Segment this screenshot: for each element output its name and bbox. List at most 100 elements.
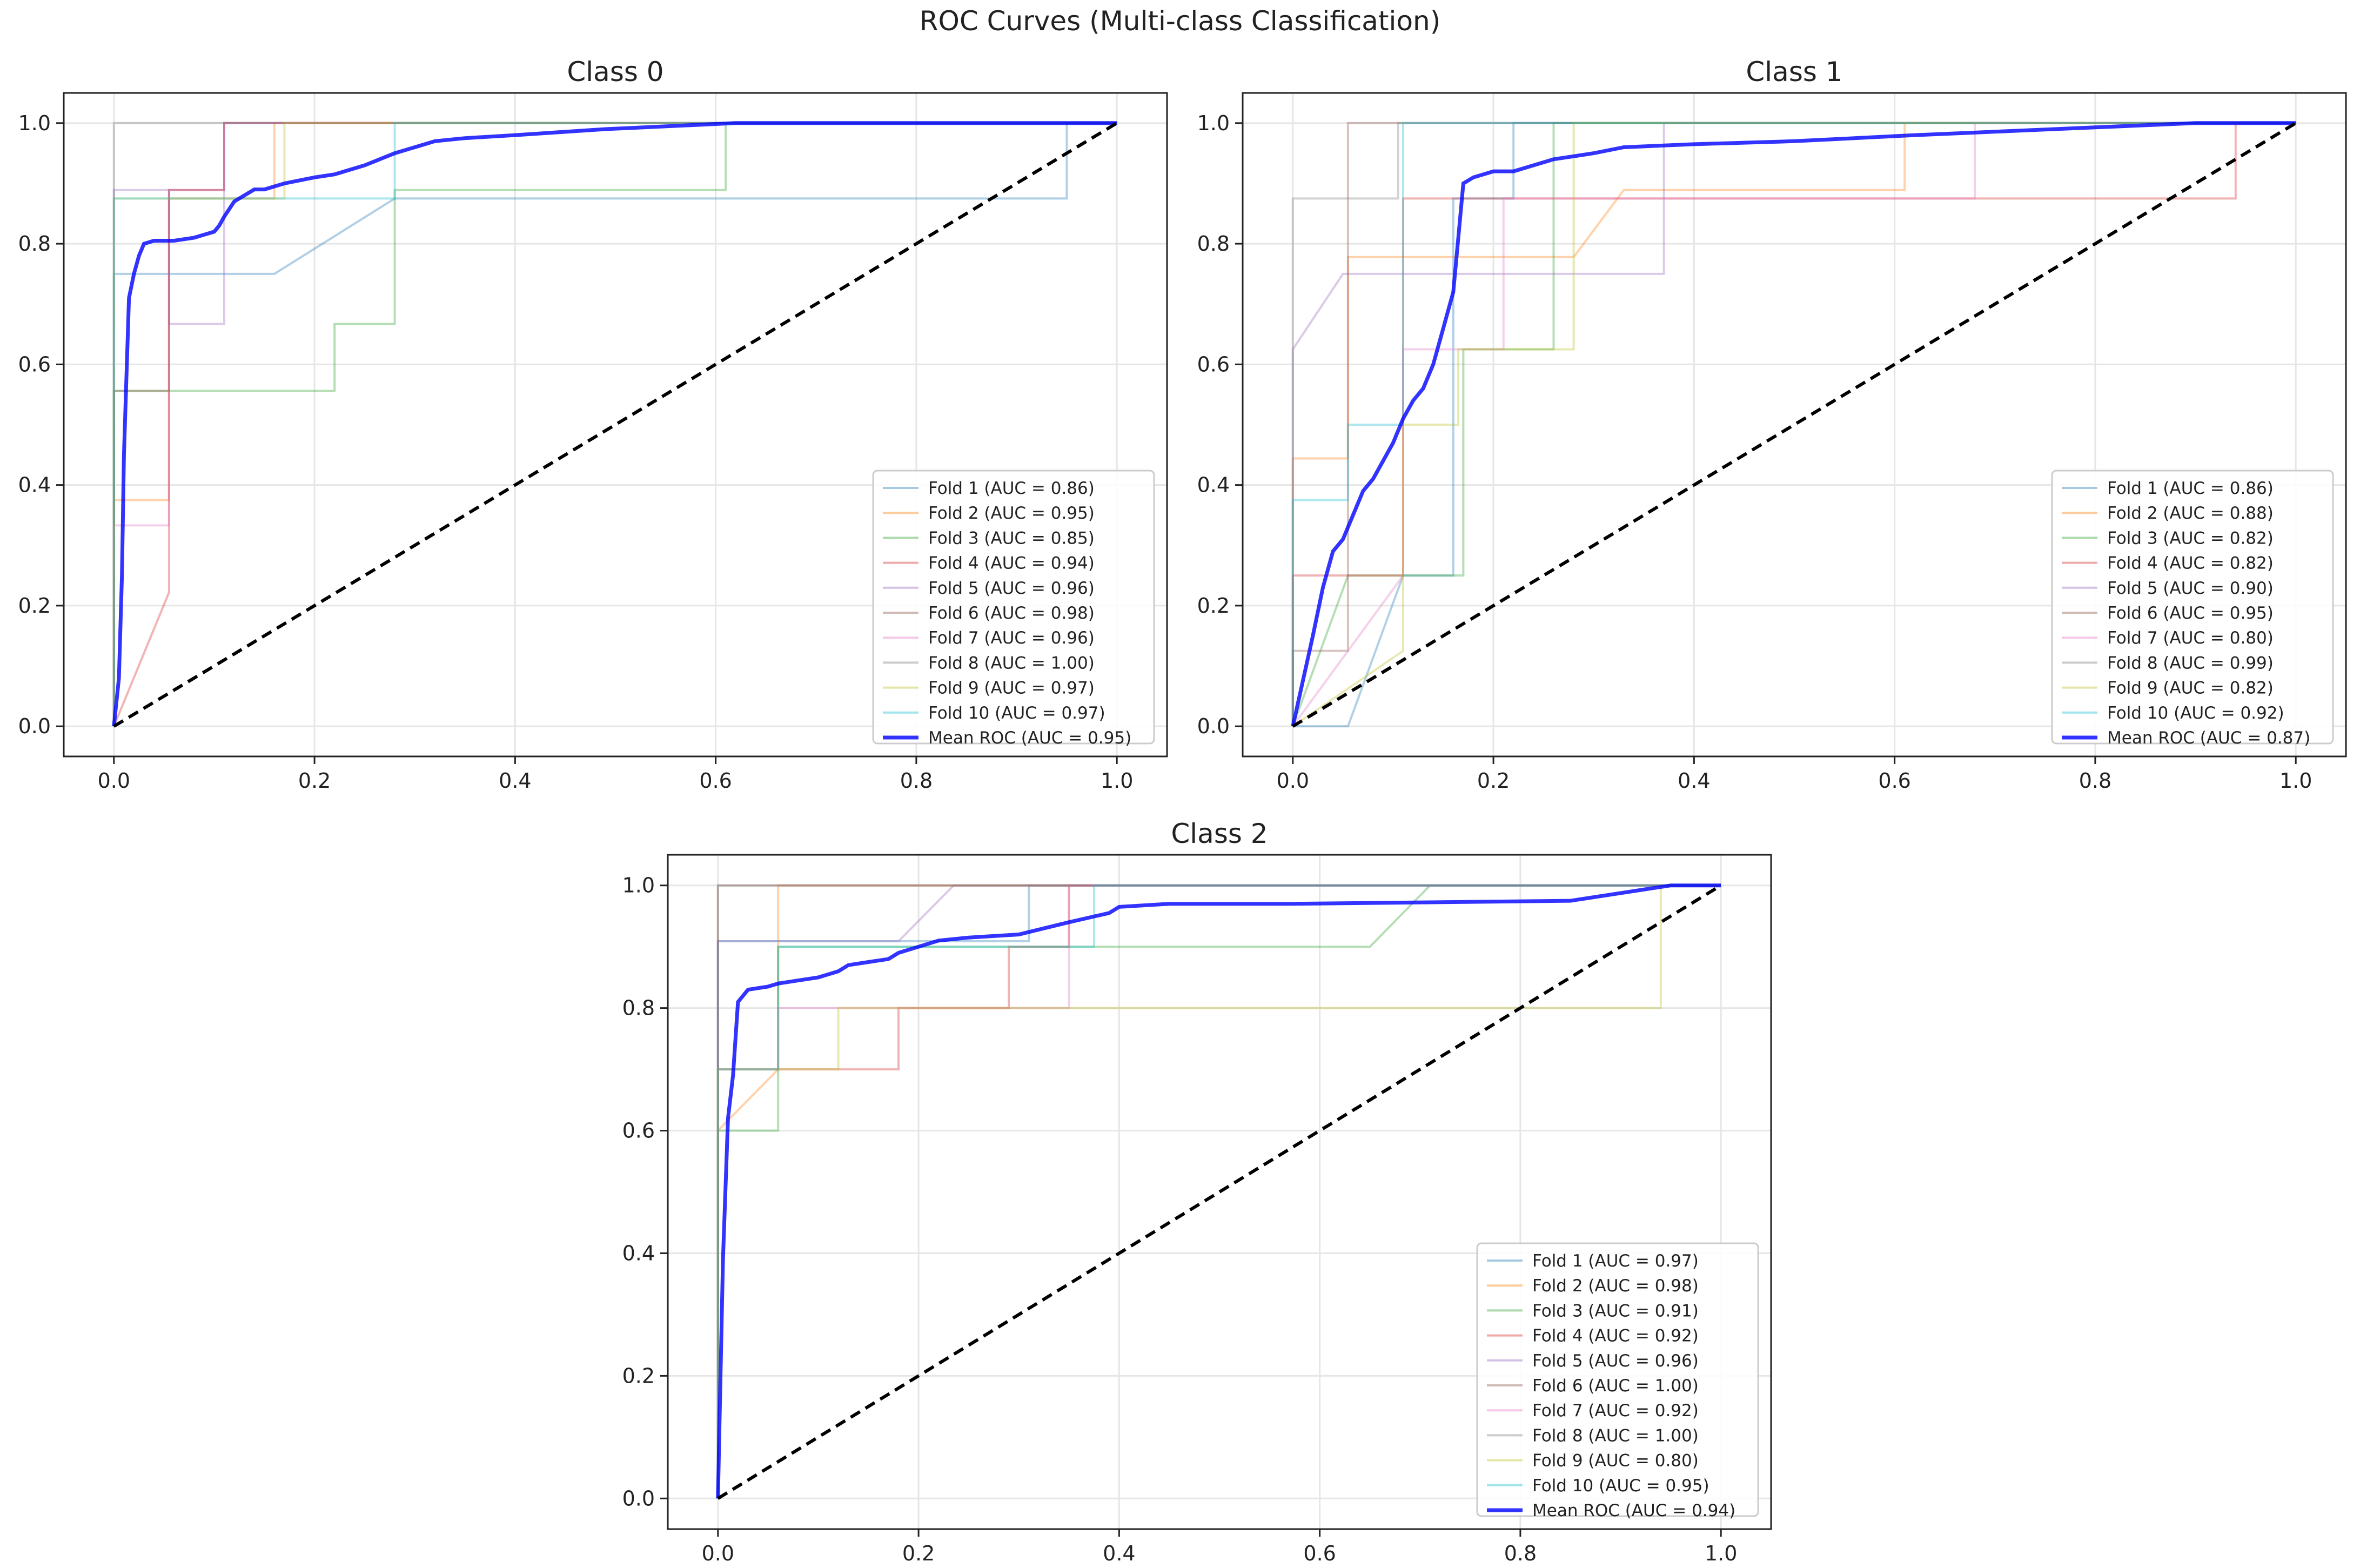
legend-label: Fold 4 (AUC = 0.94) (928, 554, 1095, 573)
fold-3-roc-line (716, 884, 1721, 1499)
axes-frame (63, 92, 1168, 758)
y-tick-label: 1.0 (622, 874, 655, 897)
legend-label: Fold 3 (AUC = 0.91) (1532, 1301, 1699, 1321)
y-tick-label: 0.0 (18, 714, 51, 738)
y-tick-label: 0.0 (1197, 714, 1230, 738)
legend: Fold 1 (AUC = 0.86) Fold 2 (AUC = 0.95) Fo… (872, 470, 1155, 748)
fold-6-roc-line (716, 884, 1721, 1499)
legend-label: Fold 9 (AUC = 0.82) (2107, 679, 2274, 698)
chart-panel-0: Class 0 0.0 0.2 0.4 0.6 0.8 1.0 0.0 0.2 0.4 0.6 0.8… (18, 56, 1168, 793)
legend-label: Fold 3 (AUC = 0.82) (2107, 528, 2274, 548)
chance-line (113, 122, 1118, 728)
chance-line (717, 884, 1722, 1500)
mean-roc-line (112, 121, 1117, 727)
x-tick-label: 0.2 (1477, 769, 1510, 793)
x-tick-label: 0.8 (900, 769, 933, 793)
legend-label: Fold 10 (AUC = 0.97) (928, 703, 1105, 723)
y-tick-label: 0.4 (1197, 473, 1230, 497)
legend-label: Fold 9 (AUC = 0.97) (928, 679, 1095, 698)
y-tick-label: 0.8 (1197, 232, 1230, 256)
legend-label: Fold 8 (AUC = 0.99) (2107, 653, 2274, 673)
legend-label: Fold 10 (AUC = 0.92) (2107, 703, 2284, 723)
fold-5-roc-line (1291, 122, 2296, 727)
legend-label: Fold 6 (AUC = 0.95) (2107, 604, 2274, 623)
chart-panel-2: Class 2 0.0 0.2 0.4 0.6 0.8 1.0 0.0 0.2 0.4 0.6 0.8… (622, 818, 1772, 1565)
y-tick-label: 1.0 (1197, 111, 1230, 135)
x-tick-label: 1.0 (2279, 769, 2312, 793)
legend-label: Fold 9 (AUC = 0.80) (1532, 1451, 1699, 1471)
x-tick-label: 0.0 (98, 769, 130, 793)
fold-7-roc-line (1292, 122, 2296, 727)
axes-frame (1242, 92, 2347, 758)
y-tick-label: 0.4 (622, 1241, 655, 1265)
y-tick-label: 0.6 (622, 1119, 655, 1143)
chart-title: Class 1 (1746, 56, 1842, 88)
legend-box (872, 470, 1155, 745)
fold-2-roc-line (112, 122, 1117, 727)
y-tick-label: 0.0 (622, 1486, 655, 1510)
fold-9-roc-line (112, 122, 1117, 727)
legend-label: Fold 1 (AUC = 0.86) (2107, 479, 2274, 498)
x-tick-label: 0.0 (702, 1542, 734, 1565)
chance-line (1292, 122, 2297, 728)
fold-10-roc-line (716, 884, 1721, 1499)
x-tick-label: 0.4 (1103, 1542, 1135, 1565)
legend-label: Fold 5 (AUC = 0.90) (2107, 579, 2274, 598)
fold-7-roc-line (716, 884, 1721, 1499)
legend-label: Mean ROC (AUC = 0.95) (928, 728, 1131, 748)
legend-label: Fold 8 (AUC = 1.00) (1532, 1426, 1699, 1445)
plot-area (112, 121, 1118, 728)
legend-label: Fold 5 (AUC = 0.96) (1532, 1351, 1699, 1371)
y-tick-label: 0.2 (1197, 594, 1230, 618)
fold-3-roc-line (1291, 122, 2296, 727)
legend-label: Fold 7 (AUC = 0.96) (928, 628, 1095, 648)
x-tick-label: 0.6 (1878, 769, 1910, 793)
y-tick-label: 0.8 (622, 996, 655, 1020)
fold-3-roc-line (112, 122, 1117, 727)
mean-roc-line (1291, 121, 2296, 727)
plot-area (716, 883, 1722, 1500)
x-tick-label: 0.8 (1504, 1542, 1537, 1565)
fold-5-roc-line (716, 884, 1721, 1499)
x-tick-label: 0.8 (2079, 769, 2111, 793)
y-tick-label: 0.4 (18, 473, 51, 497)
x-tick-label: 0.2 (298, 769, 331, 793)
legend-box (1476, 1242, 1759, 1517)
legend-label: Fold 2 (AUC = 0.95) (928, 504, 1095, 523)
legend-label: Fold 6 (AUC = 0.98) (928, 604, 1095, 623)
y-tick-label: 0.6 (1197, 352, 1230, 376)
y-tick-label: 0.6 (18, 352, 51, 376)
legend-label: Fold 3 (AUC = 0.85) (928, 528, 1095, 548)
fold-4-roc-line (716, 884, 1721, 1499)
legend-label: Fold 1 (AUC = 0.97) (1532, 1251, 1699, 1271)
chart-title: Class 0 (567, 56, 663, 88)
legend-label: Fold 4 (AUC = 0.92) (1532, 1326, 1699, 1346)
legend-label: Fold 7 (AUC = 0.80) (2107, 628, 2274, 648)
x-tick-label: 0.6 (699, 769, 732, 793)
legend-label: Fold 4 (AUC = 0.82) (2107, 554, 2274, 573)
legend: Fold 1 (AUC = 0.86) Fold 2 (AUC = 0.88) Fo… (2051, 470, 2334, 748)
legend-label: Fold 5 (AUC = 0.96) (928, 579, 1095, 598)
legend-label: Fold 1 (AUC = 0.86) (928, 479, 1095, 498)
y-tick-label: 1.0 (18, 111, 51, 135)
legend-label: Fold 10 (AUC = 0.95) (1532, 1476, 1709, 1496)
legend-label: Mean ROC (AUC = 0.94) (1532, 1501, 1735, 1520)
axes-frame (667, 854, 1772, 1530)
x-tick-label: 0.4 (1678, 769, 1710, 793)
x-tick-label: 1.0 (1101, 769, 1133, 793)
x-tick-label: 0.0 (1277, 769, 1309, 793)
figure-title: ROC Curves (Multi-class Classification) (919, 5, 1441, 37)
fold-1-roc-line (1292, 122, 2296, 728)
x-tick-label: 0.6 (1303, 1542, 1336, 1565)
plot-area (1291, 121, 2297, 728)
fold-6-roc-line (112, 122, 1117, 727)
chart-title: Class 2 (1171, 818, 1268, 849)
legend-label: Fold 8 (AUC = 1.00) (928, 653, 1095, 673)
legend-label: Fold 2 (AUC = 0.88) (2107, 504, 2274, 523)
fold-4-roc-line (112, 122, 1117, 727)
legend-label: Fold 6 (AUC = 1.00) (1532, 1376, 1699, 1396)
fold-8-roc-line (716, 884, 1721, 1499)
legend-label: Fold 2 (AUC = 0.98) (1532, 1276, 1699, 1296)
y-tick-label: 0.2 (18, 594, 51, 618)
